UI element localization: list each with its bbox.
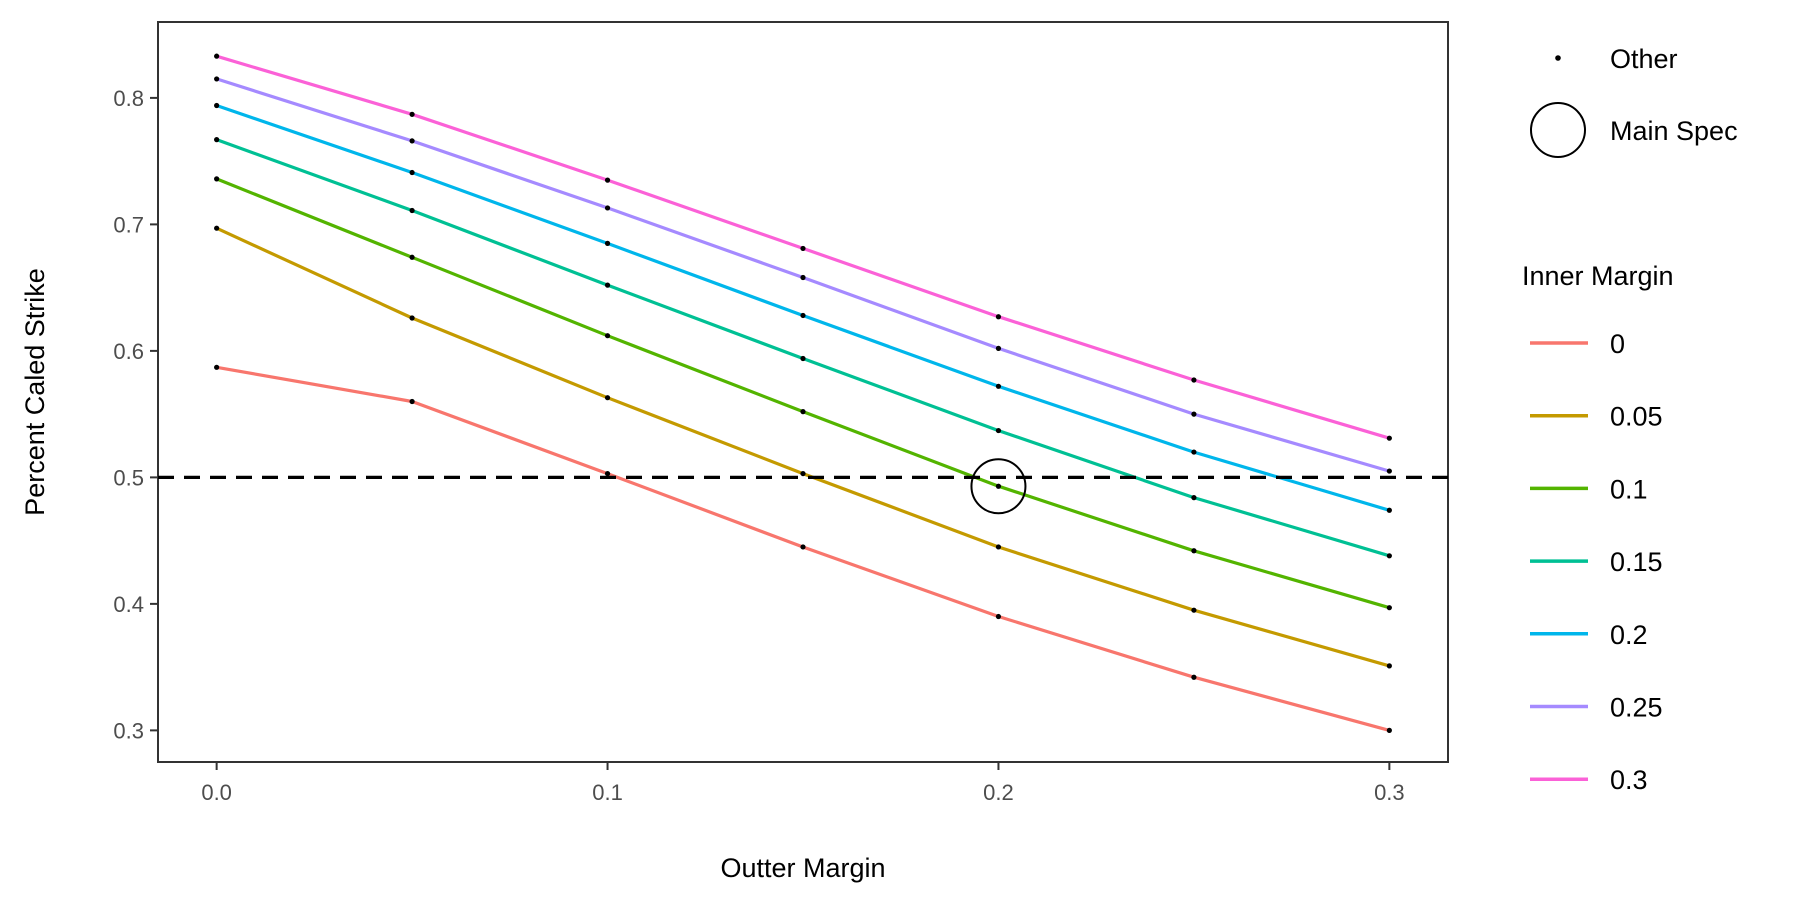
y-tick-label: 0.8 [113,86,144,111]
y-tick-label: 0.6 [113,339,144,364]
x-axis: 0.0 0.1 0.2 0.3 [201,762,1405,805]
data-point-3-6 [1386,553,1392,559]
data-point-4-3 [800,312,806,319]
data-point-4-6 [1386,507,1392,513]
data-point-6-4 [995,314,1002,320]
x-tick-label: 0.3 [1374,780,1405,805]
data-point-4-4 [995,383,1002,389]
data-point-6-2 [604,177,611,183]
x-axis-title: Outter Margin [720,853,885,883]
x-tick-label: 0.0 [201,780,232,805]
data-point-2-2 [604,333,611,339]
legend-series-label: 0.25 [1610,693,1663,723]
color-legend: 0 0.05 0.1 0.15 0.2 0.25 0.3 [1530,329,1663,795]
y-tick-label: 0.7 [113,212,144,237]
legend-point-label: Main Spec [1610,116,1738,146]
legend-series-label: 0 [1610,329,1625,359]
legend-series-label: 0.05 [1610,402,1663,432]
data-point-1-0 [214,225,220,231]
x-tick-label: 0.2 [983,780,1014,805]
data-point-1-3 [800,470,806,477]
legend-series-label: 0.3 [1610,765,1648,795]
data-point-6-5 [1191,377,1197,383]
data-point-4-5 [1191,449,1197,455]
data-point-2-6 [1386,605,1392,611]
data-point-6-0 [214,53,220,59]
y-tick-label: 0.3 [113,718,144,743]
data-point-5-6 [1386,468,1392,474]
legend-main-spec-circle-icon [1530,102,1586,158]
data-point-0-4 [995,613,1002,620]
data-point-2-1 [409,254,415,260]
data-point-0-6 [1386,727,1392,733]
data-point-3-2 [604,282,611,288]
y-axis-title: Percent Caled Strike [20,268,50,516]
data-point-2-5 [1191,548,1197,554]
legend-series-label: 0.1 [1610,474,1648,504]
data-point-0-1 [409,398,415,405]
data-point-1-5 [1191,607,1197,613]
legend-point-label: Other [1610,44,1678,74]
data-point-3-4 [995,427,1002,434]
point-legend: Other Main Spec [1530,44,1738,158]
y-axis: 0.3 0.4 0.5 0.6 0.7 0.8 [113,86,158,743]
main-spec-marker [970,458,1027,515]
data-point-6-6 [1386,435,1392,441]
data-point-5-1 [409,138,415,144]
data-point-3-5 [1191,495,1197,501]
data-point-5-4 [995,345,1002,351]
data-point-1-4 [995,544,1002,550]
data-point-6-3 [800,245,806,252]
points-layer [214,53,1392,733]
data-point-4-2 [604,240,611,246]
x-tick-label: 0.1 [592,780,623,805]
data-point-1-2 [604,395,611,401]
y-tick-label: 0.5 [113,465,144,490]
data-point-5-3 [800,274,806,281]
legend: Other Main Spec Inner Margin 0 0.05 0.1 0.15… [1522,44,1738,795]
data-point-5-5 [1191,411,1197,417]
data-point-4-0 [214,102,220,109]
data-point-0-0 [214,364,220,370]
data-point-0-2 [604,470,611,477]
legend-series-label: 0.2 [1610,620,1648,650]
data-point-0-3 [800,544,806,550]
legend-series-label: 0.15 [1610,547,1663,577]
legend-other-dot-icon [1555,55,1561,61]
data-point-4-1 [409,169,415,176]
data-point-2-0 [214,176,220,182]
data-point-2-4 [995,483,1002,489]
data-point-0-5 [1191,674,1197,680]
data-point-1-1 [409,315,415,321]
data-point-6-1 [409,111,415,117]
data-point-1-6 [1386,663,1392,669]
legend-title: Inner Margin [1522,261,1674,291]
data-point-5-2 [604,205,611,211]
y-tick-label: 0.4 [113,592,144,617]
data-point-3-3 [800,355,806,362]
data-point-2-3 [800,409,806,415]
data-point-3-0 [214,137,220,143]
data-point-5-0 [214,76,220,82]
data-point-3-1 [409,207,415,214]
